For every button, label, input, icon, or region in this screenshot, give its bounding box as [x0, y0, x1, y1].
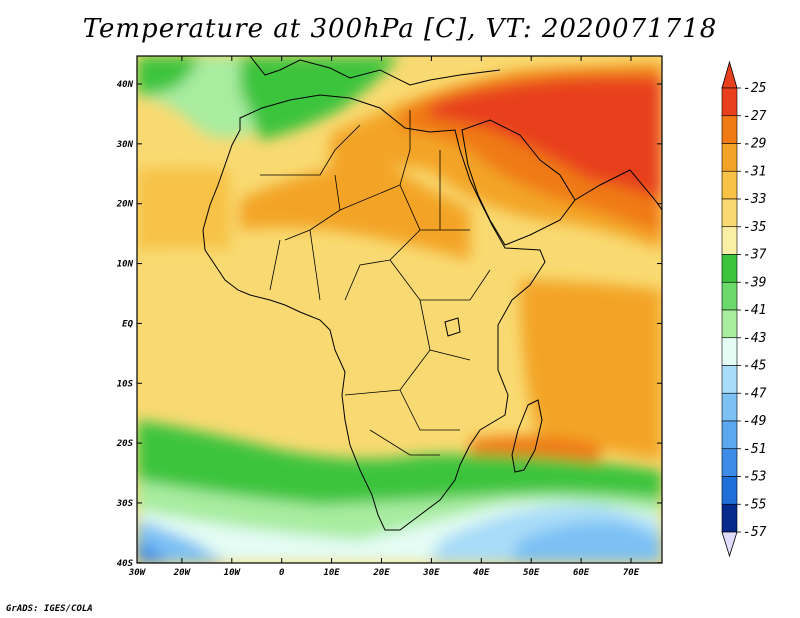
- band-minus-51-sw: [137, 540, 170, 563]
- colorbar-swatch: [721, 115, 738, 144]
- lat-label: EQ: [122, 319, 133, 329]
- band-minus-47-sw: [137, 520, 230, 563]
- lat-label: 20S: [116, 439, 134, 449]
- colorbar-label: -31: [743, 164, 766, 179]
- colorbar: -25 -27 -29 -31 -33 -35 -37 -39 -41 -43 -45 -47 -49 -…: [721, 60, 767, 558]
- lat-label: 40N: [117, 80, 134, 90]
- colorbar-top-arrow: [721, 60, 738, 89]
- colorbar-swatch: [721, 392, 738, 422]
- colorbar-label: -39: [743, 275, 766, 290]
- colorbar-label: -29: [743, 137, 766, 152]
- colorbar-label: -57: [743, 525, 767, 540]
- colorbar-label: -55: [743, 497, 767, 512]
- colorbar-label: -25: [743, 81, 767, 96]
- colorbar-swatch: [721, 309, 738, 339]
- colorbar-label: -49: [743, 414, 766, 429]
- colorbar-label: -43: [743, 331, 766, 346]
- latitude-labels: 40N 30N 20N 10N EQ 10S 20S 30S 40S: [116, 80, 134, 569]
- europe-coast: [249, 56, 501, 86]
- colorbar-label: -27: [743, 109, 767, 124]
- longitude-labels: 30W 20W 10W 0 10E 20E 30E 40E 50E 60E 70E: [128, 568, 640, 578]
- coastlines: [202, 56, 662, 531]
- colorbar-swatch: [721, 503, 738, 533]
- credit-text: GrADS: IGES/COLA: [6, 604, 93, 614]
- colorbar-bottom-arrow: [721, 531, 738, 558]
- africa-coastline: [202, 94, 546, 531]
- lat-label: 30S: [116, 499, 134, 509]
- colorbar-swatch: [721, 198, 738, 228]
- lon-label: 20E: [372, 568, 390, 578]
- colorbar-swatch: [721, 420, 738, 450]
- colorbar-label: -33: [743, 192, 766, 207]
- lat-label: 10N: [117, 260, 134, 270]
- colorbar-swatch: [721, 337, 738, 366]
- lat-label: 40S: [117, 559, 134, 569]
- band-minus-37-north: [240, 56, 400, 140]
- chart-title: Temperature at 300hPa [C], VT: 202007171…: [82, 14, 718, 44]
- lon-label: 30E: [422, 568, 440, 578]
- lat-label: 20N: [116, 200, 134, 210]
- colorbar-label: -51: [743, 442, 766, 457]
- colorbar-swatch: [721, 281, 738, 311]
- colorbar-label: -45: [743, 359, 767, 374]
- lon-label: 30W: [128, 568, 147, 578]
- band-minus-37-nw: [137, 56, 200, 95]
- colorbar-label: -37: [743, 248, 767, 263]
- arabian-peninsula: [461, 119, 576, 246]
- temperature-field: [137, 56, 662, 563]
- colorbar-swatch: [721, 448, 738, 477]
- lon-label: 40E: [473, 568, 490, 578]
- band-minus-25: [430, 78, 662, 200]
- lon-label: 70E: [623, 568, 640, 578]
- lon-label: 50E: [523, 568, 540, 578]
- band-minus-29-west: [240, 160, 470, 260]
- band-minus-29-east: [520, 280, 662, 460]
- axis-ticks: [136, 56, 662, 564]
- lon-label: 0: [279, 568, 285, 578]
- colorbar-swatch: [721, 226, 738, 255]
- lon-label: 20W: [173, 568, 192, 578]
- colorbar-swatch: [721, 170, 738, 200]
- madagascar: [511, 399, 543, 473]
- colorbar-swatch: [721, 87, 738, 117]
- colorbar-label: -53: [743, 470, 766, 485]
- lake-victoria: [444, 317, 461, 337]
- colorbar-label: -41: [743, 303, 766, 318]
- lon-label: 10W: [224, 568, 242, 578]
- colorbar-label: -47: [743, 386, 767, 401]
- country-borders: [260, 110, 491, 456]
- lon-label: 10E: [323, 568, 340, 578]
- lat-label: 10S: [117, 379, 134, 389]
- map-frame: [136, 55, 663, 564]
- band-minus-47-south: [510, 522, 662, 563]
- colorbar-swatch: [721, 476, 738, 505]
- band-minus-31-west: [137, 167, 230, 250]
- lat-label: 30N: [116, 140, 134, 150]
- colorbar-label: -35: [743, 220, 767, 235]
- colorbar-swatch: [721, 254, 738, 283]
- lon-label: 60E: [573, 568, 590, 578]
- colorbar-swatch: [721, 365, 738, 394]
- colorbar-swatch: [721, 143, 738, 172]
